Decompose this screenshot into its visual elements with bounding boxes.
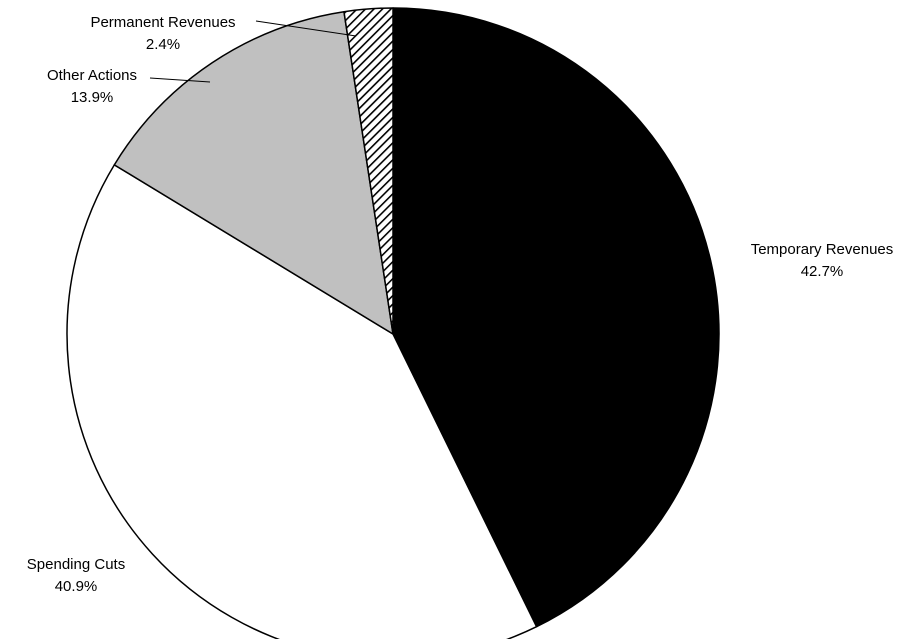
slice-label-name: Spending Cuts — [27, 556, 125, 573]
slice-label-name: Temporary Revenues — [751, 241, 894, 258]
slice-label-permanent-revenues: Permanent Revenues 2.4% — [90, 14, 235, 53]
slice-label-value: 40.9% — [55, 578, 98, 595]
slice-label-other-actions: Other Actions 13.9% — [47, 67, 137, 106]
slice-label-name: Other Actions — [47, 67, 137, 84]
pie-slice-permanent-revenues — [343, 7, 394, 335]
leader-lines — [149, 20, 357, 83]
leader-line-other-actions — [149, 77, 211, 83]
pie-slice-temporary-revenues — [392, 7, 720, 628]
slice-label-value: 2.4% — [146, 36, 180, 53]
slice-label-value: 13.9% — [71, 89, 114, 106]
slice-label-value: 42.7% — [801, 263, 844, 280]
slice-label-spending-cuts: Spending Cuts 40.9% — [27, 556, 125, 595]
slice-labels: Temporary Revenues 42.7% Spending Cuts 40.9… — [27, 14, 893, 595]
pie-slice-spending-cuts — [66, 164, 538, 639]
slice-label-name: Permanent Revenues — [90, 14, 235, 31]
slice-label-temporary-revenues: Temporary Revenues 42.7% — [751, 241, 894, 280]
leader-line-permanent-revenues — [255, 20, 357, 37]
pie-slices — [66, 7, 720, 639]
pie-slice-other-actions — [113, 10, 394, 335]
